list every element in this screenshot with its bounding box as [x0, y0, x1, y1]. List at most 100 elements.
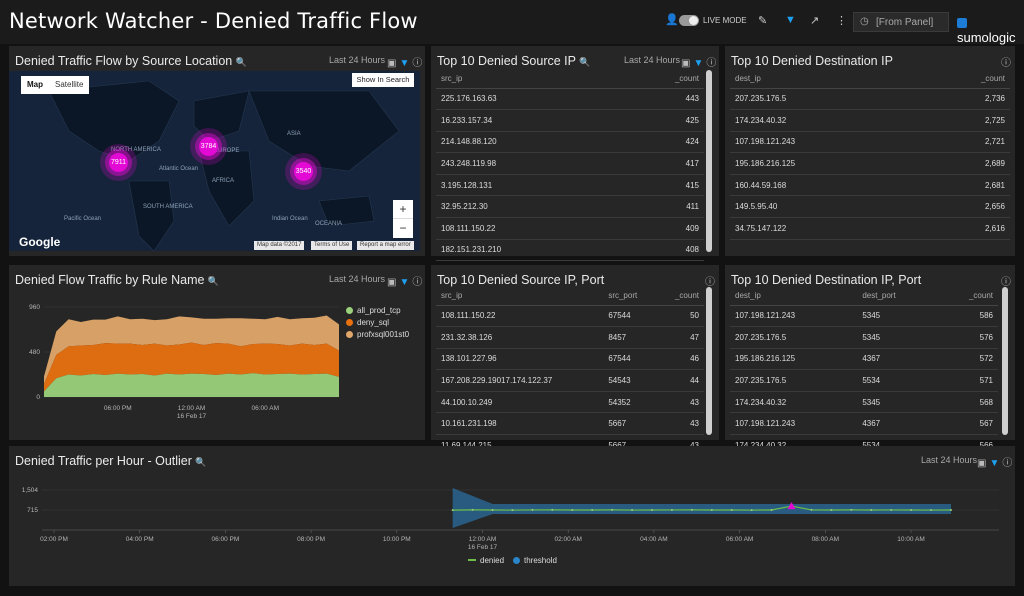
table-row[interactable]: 243.248.119.98 417 [436, 152, 704, 175]
data-point[interactable] [551, 508, 554, 511]
map-tab[interactable]: Map [27, 80, 43, 89]
data-point[interactable] [850, 508, 853, 511]
area-series[interactable] [44, 373, 339, 397]
info-icon[interactable]: ⓘ [705, 277, 718, 288]
data-point[interactable] [890, 508, 893, 511]
search-icon[interactable]: 🔍 [195, 457, 207, 467]
table-row[interactable]: 34.75.147.122 2,616 [730, 217, 1010, 240]
column-header[interactable]: src_port [603, 287, 658, 306]
table-row[interactable]: 16.233.157.34 425 [436, 109, 704, 132]
data-point[interactable] [870, 509, 873, 512]
table-row[interactable]: 174.234.40.32 2,725 [730, 109, 1010, 132]
table-row[interactable]: 160.44.59.168 2,681 [730, 174, 1010, 197]
share-icon[interactable]: ↗ [810, 15, 820, 27]
info-icon[interactable]: ⓘ [1001, 277, 1014, 288]
data-point[interactable] [730, 509, 733, 512]
search-icon[interactable]: 🔍 [579, 57, 591, 67]
search-icon[interactable]: 🔍 [235, 57, 247, 67]
column-header[interactable]: dest_ip [730, 287, 858, 306]
table-row[interactable]: 195.186.216.125 2,689 [730, 152, 1010, 175]
scrollbar[interactable] [706, 287, 712, 435]
column-header[interactable]: _count [918, 70, 1010, 89]
data-point[interactable] [750, 509, 753, 512]
threshold-band[interactable] [452, 488, 951, 528]
open-in-search-icon[interactable]: ▣ [977, 458, 990, 469]
filter-icon[interactable]: ▼ [399, 277, 413, 288]
table-row[interactable]: 107.198.121.243 5345 586 [730, 305, 998, 328]
table-row[interactable]: 107.198.121.243 4367 567 [730, 412, 998, 436]
table-row[interactable]: 207.235.176.5 5345 576 [730, 326, 998, 349]
more-options-icon[interactable]: ⋮ [836, 15, 847, 27]
table-row[interactable]: 108.111.150.22 409 [436, 217, 704, 240]
data-point[interactable] [531, 508, 534, 511]
satellite-tab[interactable]: Satellite [55, 80, 84, 89]
legend-item[interactable]: all_prod_tcp [346, 306, 401, 315]
zoom-out-button[interactable]: − [393, 218, 413, 237]
time-panel-selector[interactable]: ◷ [From Panel] [853, 12, 949, 32]
area-series[interactable] [44, 315, 339, 384]
data-point[interactable] [710, 508, 713, 511]
open-in-search-icon[interactable]: ▣ [681, 58, 694, 69]
table-row[interactable]: 167.208.229.19017.174.122.37 54543 44 [436, 369, 704, 392]
report-map-error-link[interactable]: Report a map error [357, 241, 414, 250]
filter-icon[interactable]: ▼ [693, 58, 707, 69]
filter-icon[interactable]: ▼ [785, 14, 796, 26]
open-in-search-icon[interactable]: ▣ [387, 58, 400, 69]
scrollbar[interactable] [706, 70, 712, 252]
table-row[interactable]: 231.32.38.126 8457 47 [436, 326, 704, 349]
map-cluster[interactable]: 3784 [199, 137, 218, 156]
table-row[interactable]: 32.95.212.30 411 [436, 195, 704, 219]
data-point[interactable] [910, 509, 913, 511]
table-row[interactable]: 225.176.163.63 443 [436, 88, 704, 111]
info-icon[interactable]: ⓘ [1001, 58, 1014, 69]
info-icon[interactable]: ⓘ [706, 58, 720, 69]
table-row[interactable]: 207.235.176.5 2,736 [730, 88, 1010, 111]
map-cluster[interactable]: 3540 [294, 162, 313, 181]
table-row[interactable]: 182.151.231.210 408 [436, 239, 704, 262]
zoom-in-button[interactable]: + [399, 202, 407, 216]
data-point[interactable] [651, 509, 653, 511]
data-point[interactable] [571, 509, 574, 512]
map-data-link[interactable]: Map data ©2017 [254, 241, 305, 250]
column-header[interactable]: _count [616, 70, 704, 89]
column-header[interactable]: src_ip [436, 287, 604, 306]
filter-icon[interactable]: ▼ [989, 458, 1003, 469]
legend-item[interactable]: threshold [513, 556, 557, 565]
open-in-search-icon[interactable]: ▣ [387, 277, 400, 288]
data-point[interactable] [591, 508, 594, 511]
data-point[interactable] [491, 509, 494, 511]
column-header[interactable]: src_ip [436, 70, 617, 89]
data-point[interactable] [830, 508, 833, 511]
info-icon[interactable]: ⓘ [1002, 458, 1016, 469]
edit-pencil-icon[interactable]: ✎ [758, 15, 768, 27]
table-row[interactable]: 149.5.95.40 2,656 [730, 195, 1010, 219]
data-point[interactable] [471, 508, 474, 511]
column-header[interactable]: _count [657, 287, 704, 306]
table-row[interactable]: 108.111.150.22 67544 50 [436, 305, 704, 328]
column-header[interactable]: dest_port [857, 287, 937, 306]
table-row[interactable]: 10.161.231.198 5667 43 [436, 412, 704, 436]
info-icon[interactable]: ⓘ [412, 277, 426, 288]
legend-item[interactable]: denied [468, 556, 504, 565]
table-row[interactable]: 107.198.121.243 2,721 [730, 131, 1010, 154]
data-point[interactable] [670, 508, 673, 511]
table-row[interactable]: 195.186.216.125 4367 572 [730, 348, 998, 371]
map-cluster[interactable]: 7911 [109, 153, 128, 172]
table-row[interactable]: 138.101.227.96 67544 46 [436, 348, 704, 371]
data-point[interactable] [770, 509, 773, 511]
outlier-marker[interactable] [787, 502, 796, 510]
data-point[interactable] [950, 508, 952, 511]
show-in-search-button[interactable]: Show In Search [352, 73, 414, 87]
legend-item[interactable]: profxsql001st0 [346, 330, 409, 339]
column-header[interactable]: dest_ip [730, 70, 919, 89]
terms-of-use-link[interactable]: Terms of Use [311, 241, 353, 250]
data-point[interactable] [631, 509, 634, 512]
live-mode-toggle[interactable] [679, 15, 699, 26]
table-row[interactable]: 207.235.176.5 5534 571 [730, 369, 998, 392]
denied-line[interactable] [452, 505, 952, 511]
area-series[interactable] [44, 342, 339, 392]
data-point[interactable] [511, 509, 514, 512]
data-point[interactable] [810, 508, 813, 511]
table-row[interactable]: 214.148.88.120 424 [436, 131, 704, 154]
data-point[interactable] [611, 508, 614, 511]
